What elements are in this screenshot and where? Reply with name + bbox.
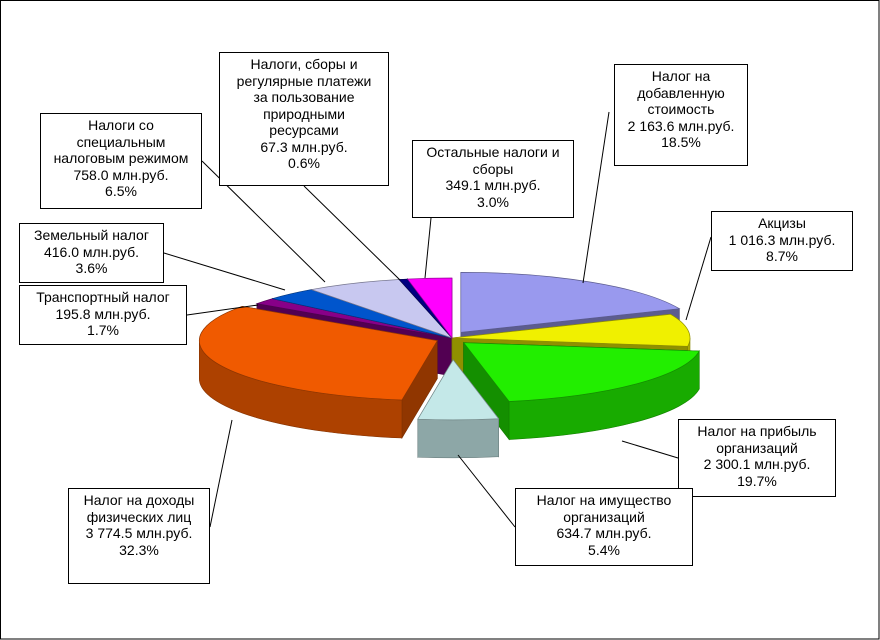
slice-label: Налоги, сборы и регулярные платежи за поль…	[219, 52, 389, 186]
pie-slice	[199, 305, 438, 401]
slice-label: Налог на имущество организаций 634.7 млн.р…	[515, 488, 693, 566]
label-line: организаций	[716, 439, 798, 456]
slice-value: 758.0 млн.руб.	[73, 166, 169, 183]
pie-outer-wall	[417, 418, 499, 459]
leader-line	[685, 236, 712, 321]
label-line: Налог на имущество	[536, 492, 672, 508]
label-line: Акцизы	[758, 215, 806, 231]
pie-slice	[462, 342, 700, 402]
label-line: сборы	[472, 160, 514, 177]
slice-label: Транспортный налог 195.8 млн.руб. 1.7%	[19, 285, 187, 345]
leader-line	[582, 111, 610, 284]
label-line: природными	[263, 105, 345, 122]
slice-value: 67.3 млн.руб.	[260, 138, 348, 155]
leader-line	[424, 217, 432, 279]
label-line: Налог на прибыль	[697, 423, 817, 439]
slice-percent: 8.7%	[766, 248, 798, 264]
label-line: Земельный налог	[34, 227, 149, 243]
leader-line	[303, 185, 401, 281]
slice-value: 195.8 млн.руб.	[55, 305, 151, 322]
leader-line	[163, 252, 286, 291]
slice-percent: 3.0%	[477, 193, 509, 210]
label-line: специальным	[76, 133, 166, 150]
pie-slice	[460, 272, 681, 333]
leader-line	[186, 304, 259, 316]
slice-label: Земельный налог 416.0 млн.руб. 3.6%	[19, 223, 164, 283]
slice-value: 2 163.6 млн.руб.	[627, 117, 735, 134]
slice-percent: 1.7%	[87, 322, 119, 338]
label-line: за пользование	[253, 89, 355, 105]
label-line: регулярные платежи	[236, 72, 372, 89]
label-line: Налоги со	[88, 117, 154, 133]
slice-percent: 0.6%	[288, 155, 320, 171]
slice-label: Налоги со специальным налоговым режимом 758…	[40, 113, 202, 209]
label-line: Налог на	[651, 68, 711, 84]
slice-value: 3 774.5 млн.руб.	[85, 525, 193, 541]
label-line: физических лиц	[86, 508, 192, 525]
label-line: организаций	[563, 508, 645, 525]
pie-slice	[451, 313, 691, 347]
pie-slice	[417, 359, 500, 421]
slice-percent: 18.5%	[661, 134, 701, 150]
label-line: добавленную	[637, 84, 725, 101]
slice-value: 2 300.1 млн.руб.	[703, 456, 811, 472]
leader-line	[457, 454, 516, 528]
slice-percent: 5.4%	[588, 541, 620, 558]
label-line: ресурсами	[269, 122, 339, 138]
slice-percent: 3.6%	[75, 260, 108, 276]
label-line: Транспортный налог	[36, 289, 170, 305]
slice-label: Налог на доходы физических лиц 3 774.5 млн…	[68, 488, 210, 584]
slice-percent: 6.5%	[105, 183, 137, 199]
slice-value: 349.1 млн.руб.	[445, 177, 541, 193]
label-line: Налоги, сборы и	[250, 56, 358, 72]
label-line: налоговым режимом	[53, 150, 189, 166]
label-line: Остальные налоги и	[426, 144, 560, 160]
slice-value: 634.7 млн.руб.	[556, 525, 652, 541]
slice-percent: 32.3%	[119, 541, 159, 558]
slice-label: Налог на прибыль организаций 2 300.1 млн.р…	[678, 419, 836, 497]
leader-line	[209, 419, 233, 528]
leader-line	[621, 440, 679, 459]
slice-label: Акцизы 1 016.3 млн.руб. 8.7%	[711, 211, 853, 271]
slice-value: 416.0 млн.руб.	[43, 243, 140, 260]
slice-value: 1 016.3 млн.руб.	[728, 231, 836, 248]
pie-slice	[406, 277, 453, 340]
label-line: Налог на доходы	[83, 492, 195, 508]
pie-top-faces	[199, 272, 700, 421]
label-line: стоимость	[647, 101, 715, 117]
slice-label: Остальные налоги и сборы 349.1 млн.руб. 3.0…	[412, 140, 574, 218]
slice-percent: 19.7%	[737, 472, 777, 489]
slice-label: Налог на добавленную стоимость 2 163.6 млн.…	[614, 64, 748, 166]
